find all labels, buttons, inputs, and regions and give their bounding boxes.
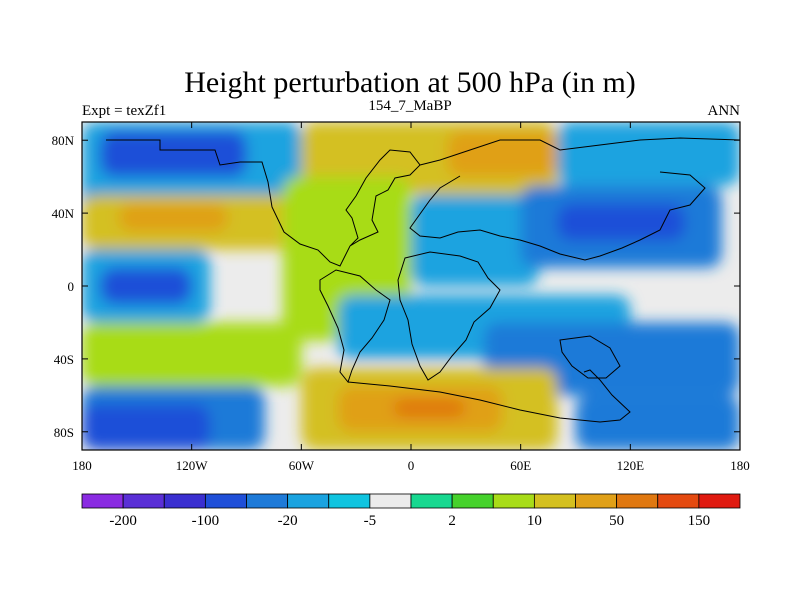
colorbar-box bbox=[287, 493, 330, 509]
x-tick-label: 120W bbox=[176, 458, 209, 473]
colorbar-box bbox=[81, 493, 124, 509]
colorbar-box bbox=[163, 493, 206, 509]
field-region-5 bbox=[557, 122, 740, 186]
field-region-7 bbox=[118, 204, 229, 232]
eurasia-outline bbox=[409, 137, 740, 261]
colorbar-box bbox=[492, 493, 535, 509]
colorbar-box bbox=[698, 493, 741, 509]
colorbar-label: -100 bbox=[192, 513, 220, 529]
colorbar-box bbox=[410, 493, 453, 509]
field-region-21 bbox=[392, 398, 466, 418]
colorbar-label: -5 bbox=[364, 513, 377, 529]
field-region-2 bbox=[100, 131, 247, 177]
colorbar-box bbox=[575, 493, 618, 509]
field-region-22 bbox=[575, 395, 740, 450]
x-tick-label: 180 bbox=[730, 458, 750, 473]
colorbar-label: 10 bbox=[527, 513, 542, 529]
y-tick-label: 80S bbox=[54, 425, 74, 440]
y-axis: 80N 40N 0 40S 80S bbox=[52, 133, 740, 440]
x-tick-label: 60W bbox=[289, 458, 315, 473]
africa-outline bbox=[397, 251, 501, 381]
colorbar-box bbox=[246, 493, 289, 509]
australia-outline bbox=[559, 335, 621, 379]
north-america-outline bbox=[106, 139, 421, 267]
colorbar-box bbox=[122, 493, 165, 509]
colorbar-box bbox=[657, 493, 700, 509]
colorbar-box bbox=[204, 493, 247, 509]
antarctica-outline bbox=[347, 369, 631, 423]
colorbar-label: -200 bbox=[109, 513, 137, 529]
x-tick-label: 120E bbox=[617, 458, 645, 473]
y-tick-label: 40N bbox=[52, 206, 75, 221]
chart-title: Height perturbation at 500 hPa (in m) bbox=[184, 66, 636, 99]
y-tick-label: 80N bbox=[52, 133, 75, 148]
colorbar: -200 -100 -20 -5 2 10 50 150 bbox=[81, 493, 741, 529]
colorbar-box bbox=[451, 493, 494, 509]
subtitle-label: 154_7_MaBP bbox=[368, 98, 451, 114]
x-tick-label: 0 bbox=[408, 458, 415, 473]
season-label: ANN bbox=[708, 103, 741, 119]
colorbar-label: 2 bbox=[448, 513, 456, 529]
field-region-4 bbox=[447, 131, 558, 177]
field-region-11 bbox=[557, 204, 686, 241]
field-region-14 bbox=[82, 322, 302, 387]
colorbar-label: 50 bbox=[609, 513, 624, 529]
x-tick-label: 60E bbox=[510, 458, 531, 473]
experiment-label: Expt = texZf1 bbox=[82, 103, 166, 119]
colorbar-box bbox=[533, 493, 576, 509]
y-tick-label: 0 bbox=[68, 279, 75, 294]
colorbar-label: -20 bbox=[278, 513, 298, 529]
x-tick-label: 180 bbox=[72, 458, 92, 473]
colorbar-box bbox=[369, 493, 412, 509]
y-tick-label: 40S bbox=[54, 352, 74, 367]
x-axis: 180 120W 60W 0 60E 120E 180 bbox=[72, 122, 750, 473]
colorbar-label: 150 bbox=[688, 513, 711, 529]
colorbar-box bbox=[328, 493, 371, 509]
contour-field bbox=[82, 122, 740, 450]
field-region-9 bbox=[411, 194, 539, 286]
colorbar-box bbox=[616, 493, 659, 509]
field-region-18 bbox=[82, 404, 210, 450]
coastline-overlay bbox=[106, 137, 740, 423]
field-region-13 bbox=[100, 267, 192, 305]
south-america-outline bbox=[319, 269, 391, 384]
